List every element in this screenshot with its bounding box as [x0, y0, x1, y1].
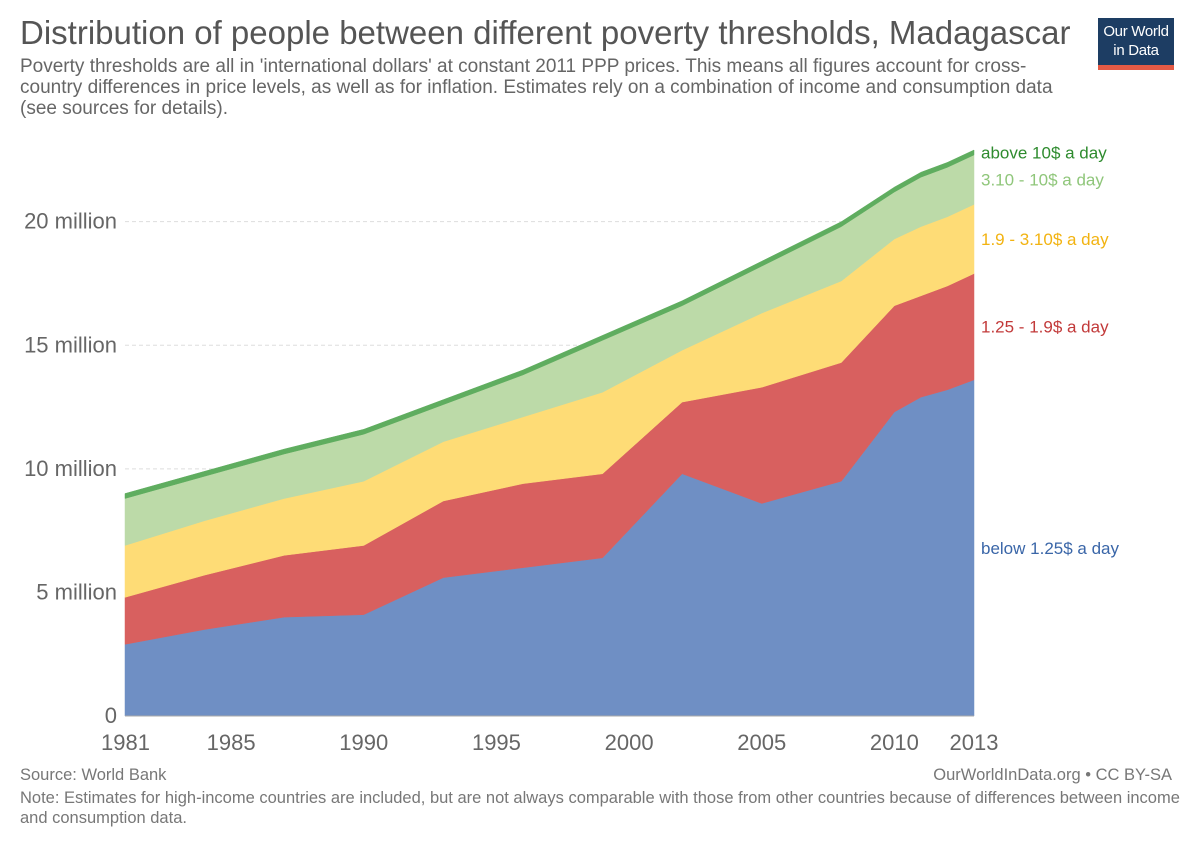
logo-accent-bar	[1098, 65, 1174, 70]
x-tick-label: 1981	[101, 730, 150, 755]
logo-line-2: in Data	[1113, 42, 1159, 59]
area-above-10-a-day[interactable]	[124, 149, 975, 499]
chart-subtitle: Poverty thresholds are all in 'internati…	[20, 56, 1053, 119]
series-label-below-1-25-a-day[interactable]: below 1.25$ a day	[981, 539, 1119, 558]
source-text[interactable]: Source: World Bank	[20, 766, 167, 784]
x-tick-label: 1990	[339, 730, 388, 755]
y-tick-label: 15 million	[24, 332, 117, 357]
x-tick-label: 2005	[737, 730, 786, 755]
series-label-1-25-1-9-a-day[interactable]: 1.25 - 1.9$ a day	[981, 318, 1109, 337]
series-labels: below 1.25$ a day 1.25 - 1.9$ a day 1.9 - …	[981, 143, 1119, 557]
x-tick-label: 1995	[472, 730, 521, 755]
y-tick-label: 20 million	[24, 209, 117, 234]
x-tick-label: 2010	[870, 730, 919, 755]
x-tick-label: 2000	[605, 730, 654, 755]
x-tick-label: 1985	[207, 730, 256, 755]
owid-logo[interactable]: Our World in Data	[1098, 18, 1174, 70]
series-label-3-10-10-a-day[interactable]: 3.10 - 10$ a day	[981, 171, 1104, 190]
note-text: Note: Estimates for high-income countrie…	[20, 789, 1180, 827]
x-axis-ticks: 1981 1985 1990 1995 2000 2005 2010 2013	[101, 715, 999, 755]
credit-text[interactable]: OurWorldInData.org • CC BY-SA	[933, 766, 1172, 784]
y-tick-label: 0	[105, 703, 117, 728]
y-axis-ticks: 0 5 million 10 million 15 million 20 million	[24, 209, 117, 728]
y-tick-label: 10 million	[24, 456, 117, 481]
chart-title: Distribution of people between different…	[20, 14, 1071, 51]
series-label-above-10-a-day[interactable]: above 10$ a day	[981, 143, 1107, 162]
area-series	[124, 149, 975, 717]
y-tick-label: 5 million	[36, 579, 117, 604]
x-tick-label: 2013	[950, 730, 999, 755]
logo-line-1: Our World	[1103, 23, 1169, 40]
series-label-1-9-3-10-a-day[interactable]: 1.9 - 3.10$ a day	[981, 230, 1109, 249]
